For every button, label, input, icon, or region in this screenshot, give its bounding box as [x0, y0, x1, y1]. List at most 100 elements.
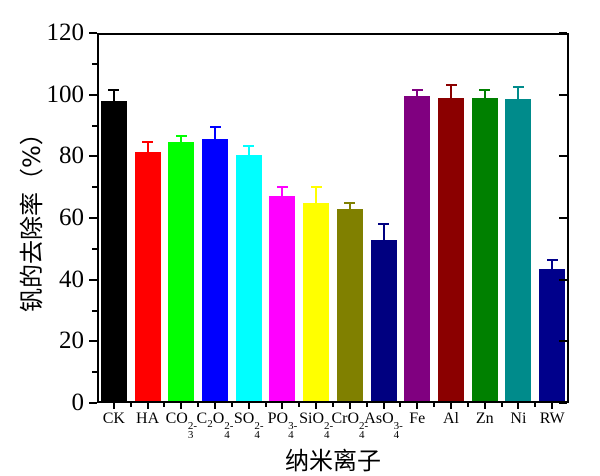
y-minor-tick-left [92, 186, 97, 189]
error-bar-cap [209, 126, 221, 129]
y-major-tick-right [559, 93, 567, 96]
bar [168, 142, 195, 401]
bar [269, 196, 296, 401]
x-major-tick [483, 403, 486, 409]
x-major-tick [247, 403, 250, 409]
error-bar-line [315, 187, 318, 208]
error-bar-line [416, 90, 419, 102]
error-bar-line [517, 86, 520, 105]
x-minor-tick [264, 403, 267, 407]
x-major-tick [315, 403, 318, 409]
x-minor-tick [534, 403, 537, 407]
x-minor-tick [433, 403, 436, 407]
x-minor-tick [197, 403, 200, 407]
y-minor-tick-left [92, 309, 97, 312]
error-bar-line [214, 127, 216, 145]
x-minor-tick [230, 403, 233, 407]
x-major-tick [281, 403, 284, 409]
y-tick-label: 0 [71, 389, 85, 416]
x-tick-label: PO 3- 4 [267, 410, 298, 441]
bar [336, 208, 363, 401]
y-major-tick-right [559, 402, 567, 404]
y-minor-tick-left [92, 124, 97, 127]
x-minor-tick [298, 403, 301, 407]
x-tick-label: CK [102, 410, 125, 427]
error-bar-line [112, 90, 115, 106]
x-tick-label: Fe [409, 410, 426, 427]
error-bar-cap [108, 89, 120, 92]
bar [471, 97, 498, 401]
error-bar-line [348, 202, 351, 214]
x-major-tick [450, 403, 452, 409]
error-bar-line [450, 85, 452, 103]
x-major-tick [348, 403, 351, 409]
y-tick-label: 40 [59, 265, 84, 293]
bar [370, 239, 397, 401]
y-minor-tick-left [92, 247, 97, 250]
y-major-tick-left [89, 340, 97, 343]
y-major-tick-left [89, 402, 97, 404]
x-major-tick [146, 403, 149, 409]
error-bar-line [180, 136, 183, 148]
x-tick-label: Al [443, 410, 459, 427]
x-major-tick [517, 403, 520, 409]
x-tick-label: AsO 3- 4 [364, 410, 403, 441]
error-bar-cap [479, 89, 491, 92]
y-major-tick-left [89, 278, 97, 281]
y-major-tick-left [89, 32, 97, 34]
y-tick-label: 120 [46, 19, 85, 46]
bar [539, 268, 566, 401]
x-major-tick [214, 403, 216, 409]
x-tick-label: Ni [510, 410, 527, 427]
error-bar-line [382, 224, 385, 245]
x-tick-label: HA [136, 410, 160, 427]
x-minor-tick [365, 403, 368, 407]
error-bar-cap [310, 186, 322, 189]
y-minor-tick-left [92, 371, 97, 374]
y-tick-label: 80 [59, 142, 84, 170]
bar [235, 154, 262, 401]
x-major-tick [416, 403, 419, 409]
y-major-tick-right [559, 32, 567, 34]
error-bar-cap [512, 85, 524, 88]
bar [100, 100, 127, 401]
x-tick-label: Zn [475, 410, 494, 427]
bar [303, 202, 330, 401]
y-major-tick-left [89, 217, 97, 219]
error-bar-line [146, 142, 149, 157]
error-bar-cap [378, 223, 390, 226]
error-bar-cap [142, 141, 154, 144]
y-major-tick-right [559, 340, 567, 343]
x-minor-tick [500, 403, 503, 407]
error-bar-cap [445, 84, 457, 87]
x-tick-label: SiO 2- 4 [299, 410, 334, 441]
error-bar-line [483, 90, 486, 103]
error-bar-cap [276, 186, 288, 189]
bar [438, 97, 464, 401]
x-minor-tick [466, 403, 469, 407]
error-bar-cap [411, 89, 423, 92]
x-tick-label: SO 2- 4 [233, 410, 264, 441]
bar [202, 139, 228, 401]
x-tick-label: C2O 2- 4 [196, 410, 234, 441]
error-bar-line [281, 187, 284, 202]
x-tick-label: CO 2- 3 [165, 410, 197, 441]
x-major-tick [382, 403, 385, 409]
y-tick-label: 60 [59, 204, 84, 231]
y-tick-label: 100 [46, 80, 85, 108]
error-bar-cap [243, 144, 255, 147]
x-major-tick [180, 403, 183, 409]
error-bar-line [551, 259, 554, 274]
x-major-tick [112, 403, 115, 409]
y-minor-tick-left [92, 62, 97, 65]
x-minor-tick [399, 403, 402, 407]
error-bar-line [247, 145, 250, 160]
y-major-tick-left [89, 155, 97, 158]
x-axis-title: 纳米离子 [285, 447, 381, 475]
x-tick-label: RW [539, 410, 565, 427]
x-tick-label: CrO 2- 4 [331, 410, 369, 441]
y-major-tick-right [559, 278, 567, 281]
y-tick-label: 20 [59, 327, 84, 355]
error-bar-cap [546, 258, 558, 261]
